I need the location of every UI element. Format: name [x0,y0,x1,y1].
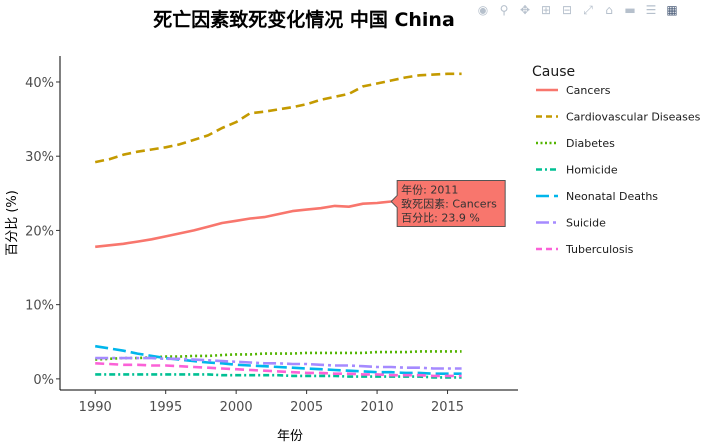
y-axis-label: 百分比 (%) [5,190,20,256]
tooltip-line: 致死因素: Cancers [401,196,497,210]
series-line-homicide[interactable] [95,373,462,379]
y-tick-label: 30% [25,150,54,165]
x-ticks: 1990 1995 2000 2005 2010 2015 [79,390,464,415]
chart-title: 死亡因素致死变化情况 中国 China [153,8,455,31]
camera-icon[interactable]: ◉ [477,3,489,17]
legend-item-label[interactable]: Homicide [566,164,618,177]
compare-icon[interactable]: ☰ [645,3,657,17]
legend-item-label[interactable]: Cancers [566,84,611,97]
tooltip-line: 百分比: 23.9 % [401,211,480,224]
series-line-suicide[interactable] [95,356,462,370]
x-tick-label: 2005 [290,400,323,415]
pan-icon[interactable]: ✥ [519,3,531,17]
legend: Cause Cancers Cardiovascular Diseases Diab… [532,64,701,256]
autoscale-icon[interactable]: ⤢ [583,2,593,17]
spike-lines-icon[interactable]: ▬ [624,3,636,17]
zoom-out-icon[interactable]: ⊟ [561,3,573,17]
y-tick-label: 0% [33,373,54,388]
y-ticks: 0% 10% 20% 30% 40% [25,76,60,388]
y-tick-label: 20% [25,224,54,239]
plotly-logo-icon[interactable]: ▦ [666,3,678,17]
plot-area [59,56,518,391]
legend-item-label[interactable]: Tuberculosis [565,243,634,256]
x-tick-label: 2015 [431,400,464,415]
zoom-icon[interactable]: ⚲ [499,3,509,17]
series-line-neonatal-deaths[interactable] [94,344,462,376]
legend-item-label[interactable]: Neonatal Deaths [566,190,658,203]
tooltip-line: 年份: 2011 [401,182,458,196]
x-axis-label: 年份 [277,429,303,444]
series-lines [94,72,462,379]
tooltip-box [390,179,506,227]
x-tick-label: 2000 [220,400,253,415]
x-tick-label: 2010 [361,400,394,415]
reset-axes-icon[interactable]: ⌂ [605,3,613,17]
legend-item-label[interactable]: Cardiovascular Diseases [566,111,701,124]
x-tick-label: 1995 [149,400,182,415]
y-tick-label: 10% [25,299,54,314]
series-line-cardiovascular-diseases[interactable] [94,72,462,164]
x-tick-label: 1990 [79,400,112,415]
legend-item-label[interactable]: Diabetes [566,137,615,150]
y-tick-label: 40% [25,76,54,91]
legend-title: Cause [532,64,575,80]
modebar: ◉ ⚲ ✥ ⊞ ⊟ ⤢ ⌂ ▬ ☰ ▦ [474,2,684,18]
legend-item-label[interactable]: Suicide [566,217,606,230]
zoom-in-icon[interactable]: ⊞ [540,3,552,17]
series-line-tuberculosis[interactable] [95,362,462,378]
